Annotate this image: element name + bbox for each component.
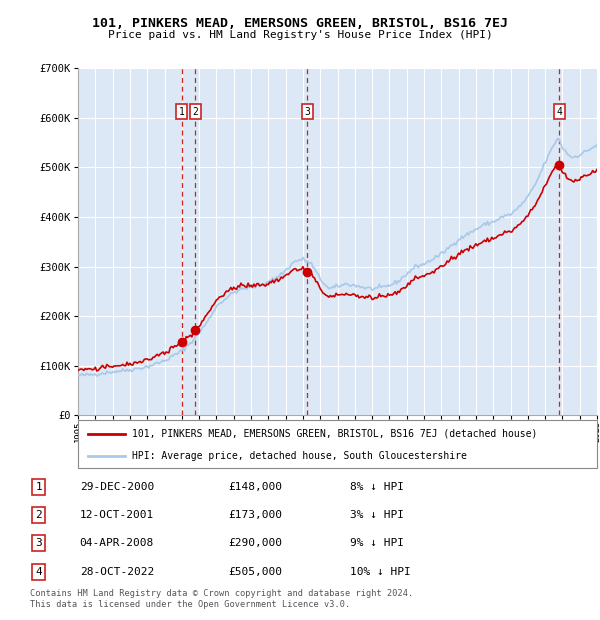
Text: HPI: Average price, detached house, South Gloucestershire: HPI: Average price, detached house, Sout…: [133, 451, 467, 461]
Text: £505,000: £505,000: [229, 567, 283, 577]
Text: 3% ↓ HPI: 3% ↓ HPI: [350, 510, 404, 520]
Text: 1: 1: [35, 482, 42, 492]
Text: 2: 2: [35, 510, 42, 520]
Text: 9% ↓ HPI: 9% ↓ HPI: [350, 538, 404, 548]
Text: 3: 3: [35, 538, 42, 548]
Text: 4: 4: [35, 567, 42, 577]
Text: 28-OCT-2022: 28-OCT-2022: [80, 567, 154, 577]
Text: £173,000: £173,000: [229, 510, 283, 520]
Text: £290,000: £290,000: [229, 538, 283, 548]
Text: 101, PINKERS MEAD, EMERSONS GREEN, BRISTOL, BS16 7EJ (detached house): 101, PINKERS MEAD, EMERSONS GREEN, BRIST…: [133, 428, 538, 439]
Text: 101, PINKERS MEAD, EMERSONS GREEN, BRISTOL, BS16 7EJ: 101, PINKERS MEAD, EMERSONS GREEN, BRIST…: [92, 17, 508, 30]
Text: 12-OCT-2001: 12-OCT-2001: [80, 510, 154, 520]
FancyBboxPatch shape: [78, 420, 597, 468]
Text: 2: 2: [193, 107, 199, 117]
Text: Price paid vs. HM Land Registry's House Price Index (HPI): Price paid vs. HM Land Registry's House …: [107, 30, 493, 40]
Text: £148,000: £148,000: [229, 482, 283, 492]
Text: This data is licensed under the Open Government Licence v3.0.: This data is licensed under the Open Gov…: [30, 600, 350, 609]
Text: 1: 1: [179, 107, 185, 117]
Text: Contains HM Land Registry data © Crown copyright and database right 2024.: Contains HM Land Registry data © Crown c…: [30, 589, 413, 598]
Text: 8% ↓ HPI: 8% ↓ HPI: [350, 482, 404, 492]
Text: 3: 3: [304, 107, 310, 117]
Text: 4: 4: [557, 107, 562, 117]
Text: 10% ↓ HPI: 10% ↓ HPI: [350, 567, 411, 577]
Text: 29-DEC-2000: 29-DEC-2000: [80, 482, 154, 492]
Text: 04-APR-2008: 04-APR-2008: [80, 538, 154, 548]
